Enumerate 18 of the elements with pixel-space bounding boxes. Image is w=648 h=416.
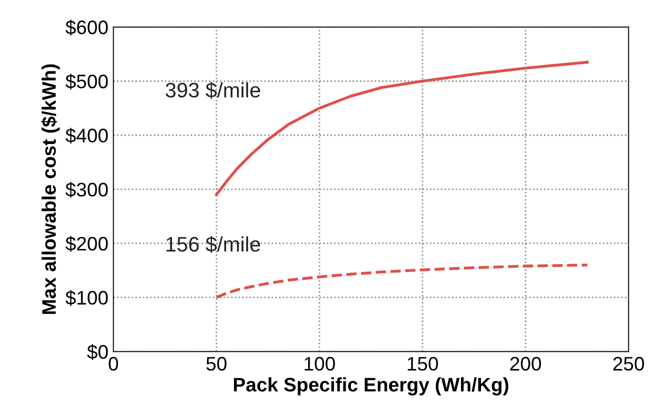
x-tick-label: 250 (613, 356, 644, 371)
series-label: 393 $/mile (166, 82, 260, 99)
y-tick-label: $400 (65, 128, 108, 144)
line-series (215, 264, 589, 299)
x-tick-label: 0 (108, 356, 118, 371)
y-tick-label: $500 (65, 74, 108, 90)
y-tick-label: $200 (65, 236, 108, 252)
series-label: 156 $/mile (166, 236, 260, 253)
x-tick-label: 200 (510, 356, 541, 371)
x-tick-label: 150 (408, 356, 438, 371)
y-tick-label: $600 (65, 20, 108, 36)
y-tick-label: $300 (65, 182, 108, 198)
x-axis-title: Pack Specific Energy (Wh/Kg) (234, 377, 508, 396)
x-tick-label: 50 (206, 356, 226, 371)
y-tick-label: $0 (87, 344, 108, 360)
x-tick-label: 100 (304, 356, 335, 371)
y-tick-label: $100 (65, 290, 108, 306)
y-axis-title: Max allowable cost ($/kWh) (41, 64, 60, 314)
